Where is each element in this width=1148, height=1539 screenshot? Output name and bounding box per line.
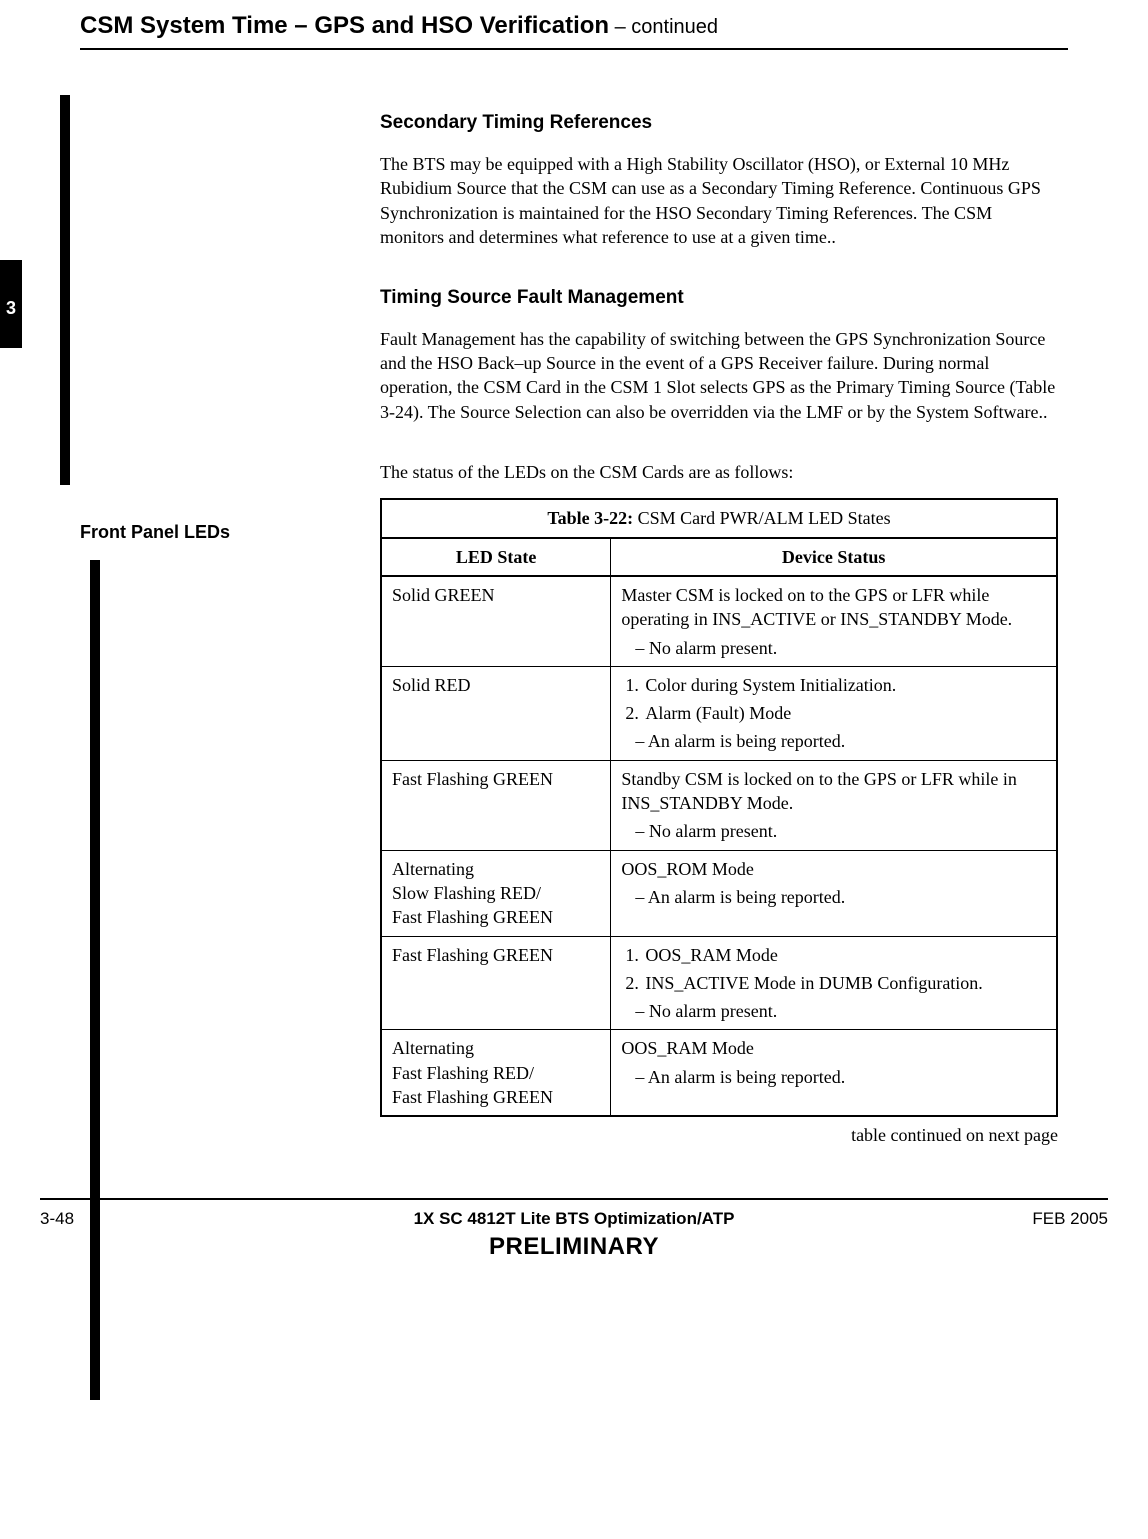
table-header-row: LED State Device Status — [381, 538, 1057, 576]
table-led-states: Table 3-22: CSM Card PWR/ALM LED States … — [380, 498, 1058, 1117]
chapter-tab: 3 — [0, 290, 22, 348]
table-caption-label: Table 3-22: — [547, 508, 633, 528]
cell-led-state: AlternatingFast Flashing RED/Fast Flashi… — [381, 1030, 611, 1116]
page-title-continued: – continued — [609, 16, 718, 38]
table-caption: Table 3-22: CSM Card PWR/ALM LED States — [380, 498, 1058, 536]
para-fault-management: Fault Management has the capability of s… — [380, 327, 1058, 424]
chapter-tab-label: 3 — [6, 296, 16, 320]
section-fault-management: Timing Source Fault Management Fault Man… — [380, 285, 1058, 424]
table-continued-note: table continued on next page — [380, 1123, 1058, 1147]
table-row: Fast Flashing GREENStandby CSM is locked… — [381, 760, 1057, 850]
cell-led-state: Fast Flashing GREEN — [381, 936, 611, 1030]
page-title-text: CSM System Time – GPS and HSO Verificati… — [80, 12, 609, 39]
cell-device-status: OOS_RAM ModeAn alarm is being reported. — [611, 1030, 1057, 1116]
col-device-status: Device Status — [611, 538, 1057, 576]
table-row: Fast Flashing GREENOOS_RAM ModeINS_ACTIV… — [381, 936, 1057, 1030]
footer-date: FEB 2005 — [958, 1208, 1108, 1231]
cell-led-state: Solid RED — [381, 666, 611, 760]
heading-fault-management: Timing Source Fault Management — [380, 285, 1058, 311]
section-secondary-timing: Secondary Timing References The BTS may … — [380, 110, 1058, 249]
cell-device-status: Master CSM is locked on to the GPS or LF… — [611, 576, 1057, 666]
cell-led-state: AlternatingSlow Flashing RED/Fast Flashi… — [381, 850, 611, 936]
cell-device-status: OOS_RAM ModeINS_ACTIVE Mode in DUMB Conf… — [611, 936, 1057, 1030]
page-footer: 3-48 1X SC 4812T Lite BTS Optimization/A… — [40, 1198, 1108, 1263]
table-row: Solid REDColor during System Initializat… — [381, 666, 1057, 760]
para-secondary-timing: The BTS may be equipped with a High Stab… — [380, 152, 1058, 249]
footer-preliminary: PRELIMINARY — [190, 1231, 958, 1263]
cell-device-status: OOS_ROM ModeAn alarm is being reported. — [611, 850, 1057, 936]
side-heading-front-panel-leds: Front Panel LEDs — [80, 520, 230, 544]
table-row: Solid GREENMaster CSM is locked on to th… — [381, 576, 1057, 666]
cell-device-status: Color during System Initialization.Alarm… — [611, 666, 1057, 760]
change-bar — [90, 560, 100, 1400]
col-led-state: LED State — [381, 538, 611, 576]
chapter-tab-top — [0, 260, 22, 290]
table-caption-text: CSM Card PWR/ALM LED States — [633, 508, 891, 528]
cell-led-state: Fast Flashing GREEN — [381, 760, 611, 850]
footer-doc-title: 1X SC 4812T Lite BTS Optimization/ATP — [190, 1208, 958, 1231]
heading-secondary-timing: Secondary Timing References — [380, 110, 1058, 136]
table-row: AlternatingFast Flashing RED/Fast Flashi… — [381, 1030, 1057, 1116]
cell-led-state: Solid GREEN — [381, 576, 611, 666]
change-bar — [60, 95, 70, 485]
cell-device-status: Standby CSM is locked on to the GPS or L… — [611, 760, 1057, 850]
para-led-intro: The status of the LEDs on the CSM Cards … — [380, 460, 1058, 484]
table-row: AlternatingSlow Flashing RED/Fast Flashi… — [381, 850, 1057, 936]
page-title: CSM System Time – GPS and HSO Verificati… — [80, 12, 718, 39]
footer-center: 1X SC 4812T Lite BTS Optimization/ATP PR… — [190, 1208, 958, 1263]
page-header: CSM System Time – GPS and HSO Verificati… — [80, 10, 1068, 50]
footer-page-num: 3-48 — [40, 1208, 190, 1231]
